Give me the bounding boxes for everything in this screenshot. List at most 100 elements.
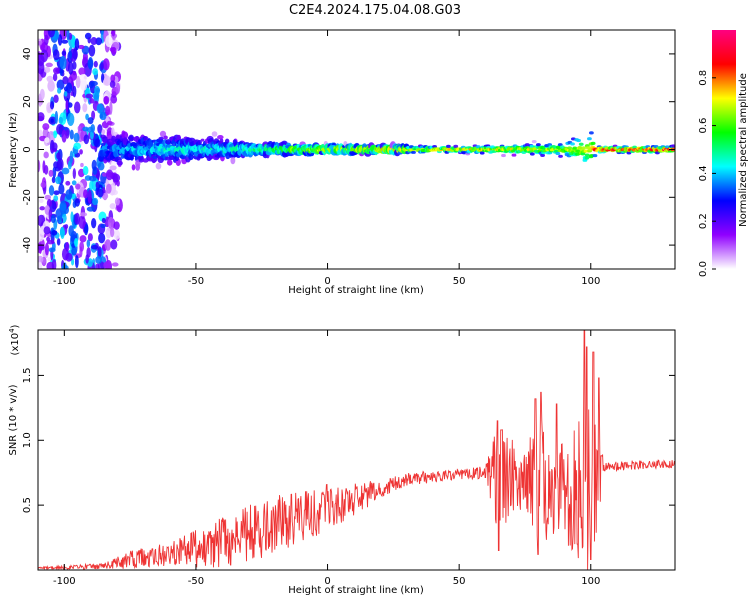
- spectrogram-noise-mark: [38, 52, 41, 65]
- spectrogram-noise-mark: [50, 214, 56, 224]
- spectrogram-noise-mark: [97, 246, 102, 259]
- spectrogram-y-ticks: -40 -20 0 20 40: [22, 48, 675, 253]
- spectrogram-noise-mark: [53, 67, 61, 75]
- spectrogram-noise-mark: [101, 217, 106, 224]
- snr-y-ticks: 0.5 1.0 1.5: [22, 367, 675, 513]
- spectrogram-noise-mark: [61, 167, 70, 175]
- spectrogram-noise-mark: [111, 127, 115, 137]
- spectrogram-noise-mark: [59, 55, 67, 70]
- spectrogram-band-mark: [159, 130, 167, 138]
- spectrogram-y-tick-label: -20: [22, 189, 33, 205]
- spectrogram-band-mark: [570, 142, 575, 146]
- spectrogram-noise-mark: [75, 75, 81, 89]
- spectrogram-noise-mark: [105, 105, 111, 116]
- spectrogram-band-mark: [131, 164, 136, 171]
- colorbar-ticks: 0.0 0.2 0.4 0.6 0.8: [698, 70, 716, 277]
- spectrogram-noise-mark: [95, 181, 100, 189]
- snr-x-tick-label: -100: [53, 576, 76, 587]
- spectrogram-noise-mark: [46, 199, 53, 208]
- spectrogram-noise-mark: [38, 61, 45, 75]
- spectrogram-heatmap: [38, 30, 675, 269]
- spectrogram-noise-mark: [109, 101, 113, 115]
- spectrogram-noise-mark: [69, 150, 74, 164]
- spectrogram-band-mark: [501, 153, 506, 158]
- spectrogram-noise-mark: [65, 99, 69, 113]
- spectrogram-noise-mark: [65, 189, 73, 200]
- spectrogram-noise-mark: [89, 98, 95, 104]
- spectrogram-band-mark: [638, 149, 643, 153]
- spectrogram-noise-mark: [72, 61, 77, 70]
- spectrogram-noise-mark: [58, 183, 65, 195]
- spectrogram-noise-mark: [64, 90, 68, 97]
- spectrogram-band-mark: [531, 140, 537, 144]
- spectrogram-noise-mark: [48, 169, 54, 177]
- spectrogram-noise-mark: [110, 239, 118, 250]
- spectrogram-band-mark: [572, 146, 578, 150]
- spectrogram-noise-mark: [111, 262, 119, 267]
- spectrogram-noise-mark: [68, 50, 73, 59]
- spectrogram-band-mark: [557, 143, 563, 147]
- spectrogram-noise-mark: [96, 103, 105, 114]
- spectrogram-noise-mark: [106, 120, 113, 126]
- spectrogram-band-mark: [529, 152, 535, 156]
- spectrogram-noise-mark: [87, 117, 94, 125]
- spectrogram-band-mark: [511, 153, 517, 157]
- snr-x-ticks: -100 -50 0 50 100: [53, 330, 600, 587]
- spectrogram-noise-mark: [85, 113, 89, 121]
- spectrogram-noise-mark: [83, 134, 90, 145]
- spectrogram-noise-mark: [90, 123, 96, 133]
- spectrogram-noise-mark: [79, 149, 83, 155]
- spectrogram-noise-mark: [90, 37, 98, 46]
- spectrogram-noise-mark: [113, 229, 121, 240]
- spectrogram-band-mark: [584, 156, 590, 160]
- spectrogram-noise-mark: [96, 188, 104, 198]
- spectrogram-x-tick-label: 0: [324, 276, 330, 287]
- spectrogram-band-mark: [116, 160, 123, 166]
- spectrogram-noise-mark: [82, 103, 88, 113]
- spectrogram-noise-mark: [60, 228, 65, 238]
- spectrogram-noise-mark: [110, 95, 118, 104]
- chart-title: C2E4.2024.175.04.08.G03: [289, 3, 461, 18]
- spectrogram-noise-mark: [45, 62, 53, 68]
- spectrogram-band-mark: [446, 144, 451, 148]
- spectrogram-noise-mark: [88, 81, 94, 89]
- spectrogram-noise-mark: [113, 221, 120, 230]
- spectrogram-band-mark: [179, 154, 187, 160]
- spectrogram-noise-mark: [82, 165, 89, 176]
- spectrogram-noise-mark: [38, 93, 42, 107]
- spectrogram-noise-mark: [53, 130, 58, 139]
- snr-x-tick-label: 100: [581, 576, 600, 587]
- spectrogram-noise-mark: [98, 232, 106, 244]
- spectrogram-band-mark: [230, 156, 236, 165]
- spectrogram-noise-mark: [89, 180, 94, 191]
- spectrogram-noise-mark: [91, 159, 97, 171]
- spectrogram-noise-mark: [47, 80, 55, 92]
- snr-panel: -100 -50 0 50 100 0.5 1.0 1.5 Height of straig…: [8, 324, 676, 596]
- spectrogram-noise-mark: [87, 189, 92, 204]
- spectrogram-noise-mark: [48, 185, 55, 196]
- spectrogram-noise-mark: [38, 159, 41, 173]
- spectrogram-noise-mark: [95, 256, 103, 264]
- spectrogram-noise-mark: [88, 175, 97, 182]
- spectrogram-noise-mark: [106, 183, 112, 194]
- spectrogram-noise-mark: [105, 35, 113, 48]
- spectrogram-noise-mark: [107, 217, 115, 229]
- spectrogram-noise-mark: [38, 228, 45, 242]
- spectrogram-band-mark: [584, 153, 590, 157]
- snr-x-tick-label: 0: [324, 576, 330, 587]
- spectrogram-noise-mark: [49, 101, 55, 110]
- spectrogram-y-tick-label: 20: [22, 95, 33, 108]
- spectrogram-noise-mark: [50, 118, 54, 123]
- spectrogram-band-mark: [590, 141, 596, 145]
- spectrogram-noise-mark: [74, 237, 79, 247]
- spectrogram-noise-mark: [38, 261, 43, 269]
- spectrogram-noise-mark: [73, 132, 80, 143]
- spectrogram-noise-mark: [39, 206, 46, 211]
- spectrogram-noise-mark: [73, 142, 82, 150]
- spectrogram-noise-mark: [44, 137, 50, 144]
- spectrogram-noise-mark: [42, 123, 50, 130]
- spectrogram-noise-mark: [71, 258, 75, 266]
- spectrogram-noise-mark: [66, 30, 70, 41]
- spectrogram-noise-mark: [43, 66, 51, 73]
- spectrogram-noise-mark: [67, 112, 75, 126]
